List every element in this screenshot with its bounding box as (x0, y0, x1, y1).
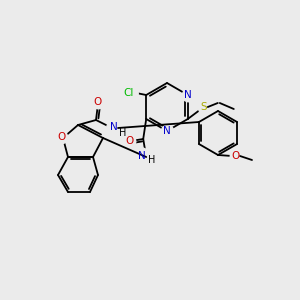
Text: N: N (138, 151, 146, 161)
Text: S: S (200, 102, 207, 112)
Text: O: O (57, 132, 65, 142)
Text: H: H (148, 155, 155, 165)
Text: H: H (119, 128, 127, 138)
Text: N: N (184, 90, 192, 100)
Text: N: N (110, 122, 118, 132)
Text: N: N (163, 126, 171, 136)
Text: O: O (125, 136, 133, 146)
Text: O: O (94, 97, 102, 107)
Text: O: O (232, 151, 240, 161)
Text: Cl: Cl (123, 88, 134, 98)
